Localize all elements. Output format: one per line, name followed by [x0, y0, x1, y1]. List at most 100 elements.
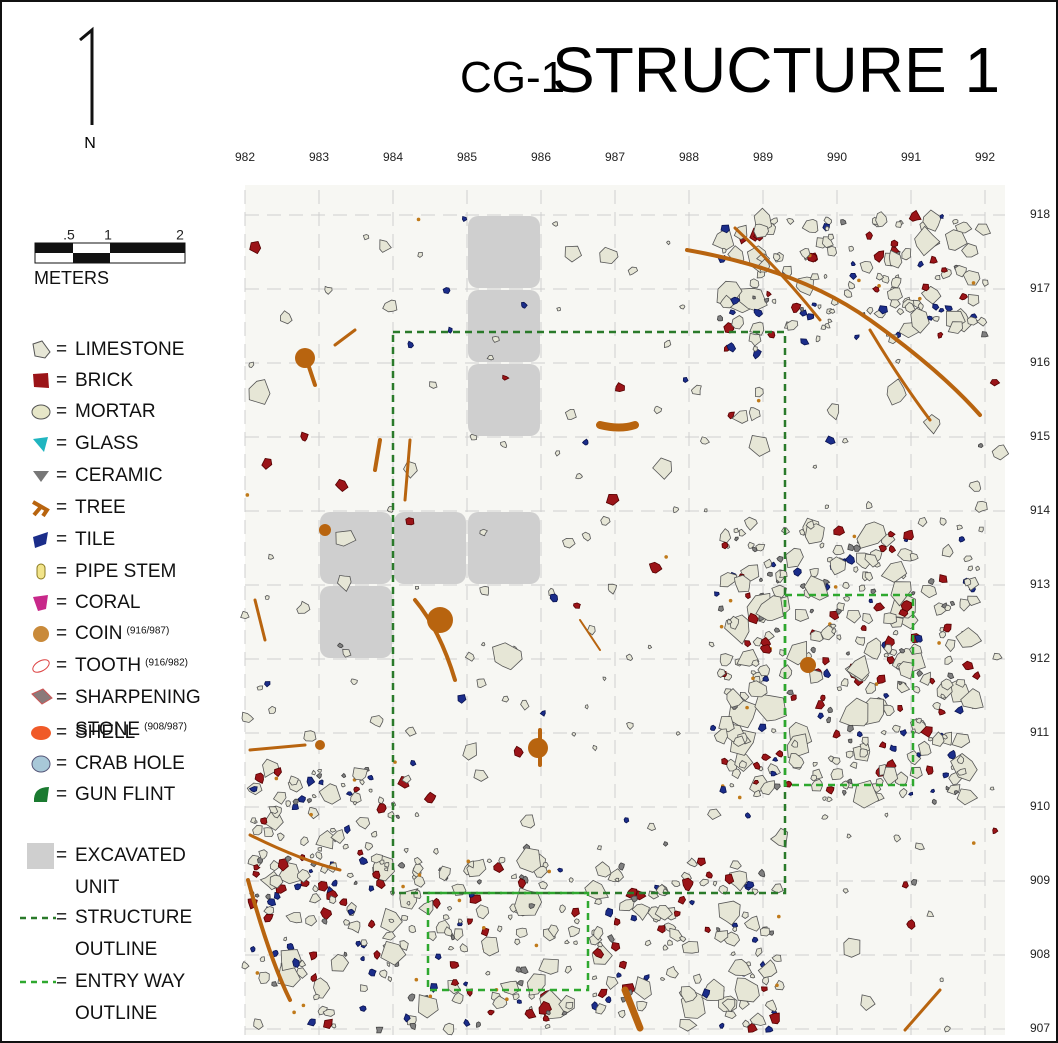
ceramic — [764, 298, 768, 302]
limestone — [734, 528, 739, 533]
legend-separator: = — [56, 907, 67, 928]
coin — [720, 625, 724, 629]
ceramic — [978, 444, 983, 448]
crab-swatch — [32, 756, 50, 772]
excavated-unit — [468, 364, 540, 436]
title: STRUCTURE 1 — [552, 34, 1000, 106]
tile — [606, 908, 613, 917]
brick — [821, 695, 826, 701]
coin — [535, 944, 539, 948]
scale-label: 1 — [104, 227, 112, 243]
legend-separator: = — [56, 561, 67, 582]
brick — [939, 575, 947, 583]
limestone — [593, 993, 597, 997]
tree — [600, 425, 635, 428]
legend-separator: = — [56, 401, 67, 422]
limestone — [813, 465, 817, 468]
limestone — [264, 828, 274, 837]
legend-separator: = — [56, 687, 67, 708]
coin — [466, 860, 470, 864]
limestone — [837, 687, 841, 691]
brick — [261, 818, 267, 825]
column-label: 987 — [605, 150, 625, 164]
excavated-unit — [320, 512, 392, 584]
legend-separator: = — [56, 623, 67, 644]
coin — [738, 796, 742, 800]
ceramic — [848, 739, 852, 743]
limestone — [884, 613, 897, 624]
legend-separator: = — [56, 529, 67, 550]
legend-separator: = — [56, 971, 67, 992]
legend-separator: = — [56, 592, 67, 613]
scale-seg — [110, 243, 185, 253]
limestone — [844, 938, 860, 957]
coin — [937, 641, 941, 645]
legend-separator: = — [56, 784, 67, 805]
limestone — [694, 974, 702, 983]
limestone — [816, 336, 820, 342]
scale-label: 2 — [176, 227, 184, 243]
limestone — [661, 978, 665, 981]
limestone — [884, 653, 888, 657]
legend-note: (916/982) — [145, 658, 188, 669]
limestone — [968, 566, 973, 571]
tile — [940, 214, 944, 218]
legend-label: TILE — [75, 529, 115, 550]
limestone — [598, 942, 603, 947]
tree — [800, 657, 816, 673]
limestone — [940, 978, 943, 982]
column-label: 991 — [901, 150, 921, 164]
limestone — [415, 586, 418, 589]
limestone — [825, 505, 828, 509]
legend-label: GLASS — [75, 433, 138, 454]
ceramic — [767, 572, 772, 576]
limestone — [592, 976, 597, 980]
coin — [292, 1011, 296, 1015]
brick — [898, 705, 903, 711]
legend-label: PIPE STEM — [75, 561, 176, 582]
legend-label: SHARPENING — [75, 687, 201, 708]
limestone — [409, 925, 416, 932]
column-label: 984 — [383, 150, 403, 164]
brick-swatch — [33, 373, 49, 388]
limestone — [284, 937, 287, 941]
ceramic — [932, 799, 936, 804]
coin — [972, 841, 976, 845]
row-label: 911 — [1030, 725, 1049, 739]
scale-seg — [35, 243, 73, 253]
limestone — [843, 582, 850, 588]
legend-separator: = — [56, 465, 67, 486]
row-label: 908 — [1030, 947, 1050, 961]
limestone — [823, 797, 827, 801]
legend-label: STRUCTURE — [75, 907, 192, 928]
tile — [631, 915, 637, 921]
legend-separator: = — [56, 722, 67, 743]
ceramic — [717, 315, 722, 321]
legend-label: EXCAVATED — [75, 845, 186, 866]
legend-label: GUN FLINT — [75, 784, 176, 805]
legend-label: CRAB HOLE — [75, 753, 185, 774]
column-label: 990 — [827, 150, 847, 164]
row-label: 918 — [1030, 207, 1050, 221]
tile — [939, 309, 944, 313]
coin — [482, 926, 486, 930]
column-label: 985 — [457, 150, 477, 164]
limestone — [896, 222, 902, 228]
tile — [624, 818, 629, 823]
limestone — [945, 605, 951, 611]
limestone — [810, 274, 819, 280]
coin — [729, 599, 733, 603]
tree — [427, 607, 453, 633]
limestone — [733, 927, 737, 932]
tile — [443, 288, 450, 294]
coin — [751, 677, 755, 681]
limestone — [849, 246, 854, 251]
row-label: 913 — [1030, 577, 1050, 591]
tree — [295, 348, 315, 368]
limestone — [760, 928, 769, 936]
row-label: 910 — [1030, 799, 1050, 813]
legend-label: UNIT — [75, 877, 120, 898]
coin — [777, 915, 781, 919]
legend-label: TOOTH — [75, 655, 141, 676]
limestone — [255, 821, 258, 823]
